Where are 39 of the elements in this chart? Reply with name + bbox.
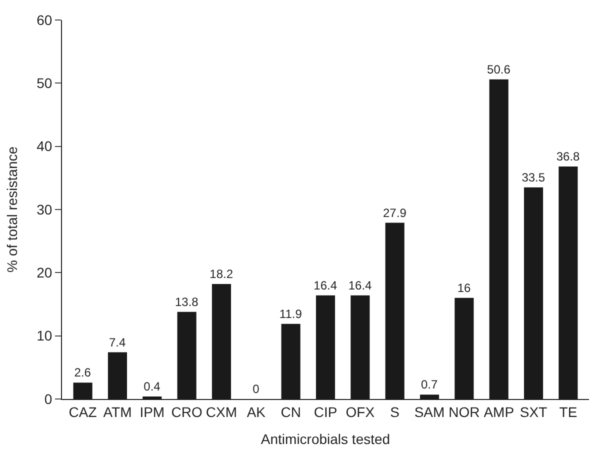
x-tick-label: SAM <box>414 404 445 420</box>
x-tick-label: TE <box>559 404 578 420</box>
y-axis-title: % of total resistance <box>4 146 20 273</box>
x-tick-label: S <box>390 404 400 420</box>
data-label: 16.4 <box>314 278 338 292</box>
x-tick-label: OFX <box>346 404 376 420</box>
data-label: 0.7 <box>421 378 438 392</box>
data-label: 11.9 <box>279 306 302 321</box>
y-tick-label: 50 <box>36 75 52 92</box>
y-tick-label: 30 <box>36 201 52 218</box>
data-label: 33.5 <box>522 170 546 184</box>
x-tick-label: CIP <box>314 404 338 420</box>
data-label: 50.6 <box>487 62 511 76</box>
data-label: 0 <box>252 382 260 396</box>
y-tick-label: 20 <box>36 264 52 281</box>
x-tick-label: NOR <box>448 404 480 420</box>
x-tick-label: CXM <box>206 404 238 420</box>
x-tick-label: IPM <box>140 404 165 420</box>
data-label: 2.6 <box>74 366 92 380</box>
data-label: 18.2 <box>210 267 234 282</box>
y-tick-label: 10 <box>36 328 52 344</box>
data-label: 7.4 <box>108 335 126 350</box>
data-label: 0.4 <box>144 379 161 394</box>
data-label: 16.4 <box>348 278 372 292</box>
x-axis-title: Antimicrobials tested <box>260 431 390 448</box>
x-tick-label: AMP <box>484 404 514 420</box>
x-tick-label: CAZ <box>68 404 98 420</box>
data-label: 16 <box>457 280 472 295</box>
x-tick-label: CRO <box>171 404 202 420</box>
y-tick-label: 40 <box>36 138 52 154</box>
data-label: 27.9 <box>383 206 407 220</box>
x-tick-label: AK <box>246 404 266 420</box>
y-tick-label: 60 <box>36 12 52 28</box>
data-label: 13.8 <box>174 294 199 309</box>
x-tick-label: ATM <box>103 404 132 420</box>
data-label: 36.8 <box>556 150 580 164</box>
x-tick-label: SXT <box>520 404 548 420</box>
y-tick-label: 0 <box>44 390 52 407</box>
x-tick-label: CN <box>280 404 301 420</box>
